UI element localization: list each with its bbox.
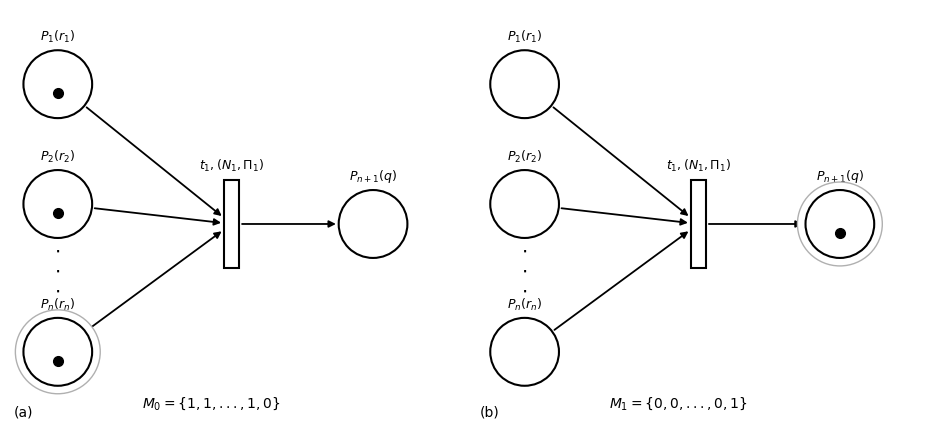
Circle shape [797,182,883,266]
Circle shape [23,170,92,238]
Text: $P_{n+1}(q)$: $P_{n+1}(q)$ [349,168,397,185]
Text: $P_2(r_2)$: $P_2(r_2)$ [507,149,542,165]
Text: $(N_p,\Pi_1)$: $(N_p,\Pi_1)$ [40,186,75,199]
Text: $P_2(r_2)$: $P_2(r_2)$ [40,149,75,165]
Text: $M_0=\{1,1,...,1,0\}$: $M_0=\{1,1,...,1,0\}$ [142,395,281,412]
Circle shape [16,310,100,394]
Text: $(N_2,\Pi_2)$: $(N_2,\Pi_2)$ [40,67,75,79]
Bar [691,180,706,268]
Circle shape [339,190,407,258]
Circle shape [490,170,559,238]
Text: ⋅: ⋅ [55,262,61,282]
Text: $t_1,(N_1,\Pi_1)$: $t_1,(N_1,\Pi_1)$ [666,158,731,174]
Circle shape [23,318,92,386]
Text: (a): (a) [13,406,33,420]
Text: $M_1=\{0,0,...,0,1\}$: $M_1=\{0,0,...,0,1\}$ [609,395,748,412]
Text: $N_{n+1},\Pi_{n+1}$: $N_{n+1},\Pi_{n+1}$ [33,334,84,347]
Text: (b): (b) [480,406,500,420]
Text: ⋅: ⋅ [522,282,527,301]
Circle shape [490,318,559,386]
Text: ⋅: ⋅ [55,242,61,262]
Text: $P_n(r_n)$: $P_n(r_n)$ [507,297,542,313]
Text: $P_1(r_1)$: $P_1(r_1)$ [507,30,542,45]
Text: $t_1,(N_1,\Pi_1)$: $t_1,(N_1,\Pi_1)$ [199,158,264,174]
Text: ⋅: ⋅ [522,242,527,262]
Text: $P_n(r_n)$: $P_n(r_n)$ [40,297,75,313]
Circle shape [805,190,874,258]
Circle shape [490,50,559,118]
Text: $P_{n+1}(q)$: $P_{n+1}(q)$ [816,168,864,185]
Text: ⋅: ⋅ [522,262,527,282]
Text: $(N_{n+2},\Pi_{n+2})$: $(N_{n+2},\Pi_{n+2})$ [811,208,869,220]
Text: ⋅: ⋅ [55,282,61,301]
Text: $P_1(r_1)$: $P_1(r_1)$ [40,30,75,45]
Circle shape [23,50,92,118]
Bar [224,180,239,268]
